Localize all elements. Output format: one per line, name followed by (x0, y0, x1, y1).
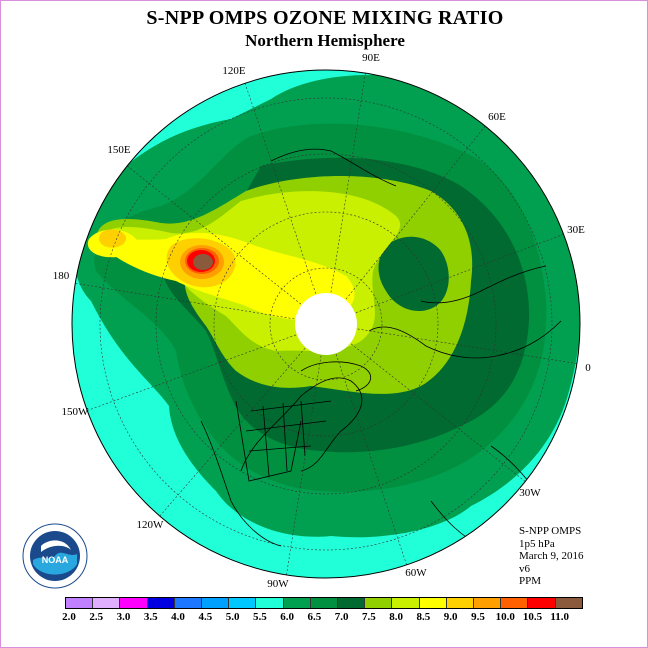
lon-label: 0 (585, 362, 591, 374)
color-legend (65, 597, 583, 609)
legend-tick-label: 2.5 (89, 611, 104, 623)
legend-tick-label: 3.0 (116, 611, 131, 623)
info-unit: PPM (519, 575, 542, 587)
legend-swatch (256, 598, 284, 608)
map-subtitle: Northern Hemisphere (245, 31, 405, 50)
legend-tick-label: 5.5 (252, 611, 267, 623)
legend-swatch (120, 598, 148, 608)
legend-tick-label: 11.0 (550, 611, 570, 623)
legend-tick-label: 9.0 (443, 611, 458, 623)
info-block: S-NPP OMPS 1p5 hPa March 9, 2016 v6 PPM (519, 525, 583, 588)
legend-swatch (446, 598, 475, 608)
noaa-logo: NOAA (22, 523, 88, 589)
legend-swatch (528, 598, 556, 608)
lon-label: 90W (267, 578, 289, 590)
info-level: 1p5 hPa (519, 537, 555, 550)
legend-tick-label: 7.5 (362, 611, 376, 623)
longitude-labels: 90E 60E 30E 0 30W 60W 90W 120W 150W 180 … (53, 52, 592, 590)
legend-swatch (229, 598, 257, 608)
lon-label: 150E (107, 144, 131, 156)
map-border (71, 69, 581, 579)
legend-swatch (338, 598, 366, 608)
polar-gap (295, 293, 357, 355)
lon-label: 60E (488, 111, 506, 123)
legend-swatch (66, 598, 94, 608)
legend-tick-label: 7.0 (334, 611, 349, 623)
legend-swatch (283, 598, 311, 608)
lon-label: 120E (222, 65, 246, 77)
legend-swatch (310, 598, 339, 608)
legend-tick-label: 4.5 (198, 611, 213, 623)
legend-tick-label: 2.0 (62, 611, 76, 623)
map-title: S-NPP OMPS OZONE MIXING RATIO (146, 7, 504, 29)
legend-swatch (93, 598, 121, 608)
legend-swatch (474, 598, 502, 608)
legend-tick-label: 4.0 (171, 611, 185, 623)
legend-swatch (501, 598, 529, 608)
legend-swatch (419, 598, 447, 608)
contour-11-0 (193, 254, 213, 270)
lon-label: 30E (567, 224, 585, 236)
lon-label: 120W (137, 519, 165, 531)
coastlines (200, 148, 562, 547)
legend-tick-label: 10.5 (522, 611, 543, 623)
legend-tick-label: 5.0 (225, 611, 240, 623)
legend-tick-label: 8.5 (416, 611, 431, 623)
graticule (72, 70, 580, 578)
legend-tick-label: 8.0 (389, 611, 404, 623)
legend-tick-label: 6.0 (280, 611, 294, 623)
legend-swatch (365, 598, 393, 608)
legend-swatch (147, 598, 175, 608)
legend-tick-label: 6.5 (307, 611, 322, 623)
lon-label: 90E (362, 52, 380, 64)
lon-label: 180 (53, 270, 70, 282)
lon-label: 60W (405, 567, 427, 579)
legend-tick-label: 3.5 (143, 611, 158, 623)
info-instrument: S-NPP OMPS (519, 525, 582, 537)
legend-swatch (392, 598, 420, 608)
legend-swatch (174, 598, 203, 608)
lon-label: 30W (519, 487, 541, 499)
legend-swatch (555, 598, 582, 608)
info-date: March 9, 2016 (519, 550, 584, 562)
legend-tick-label: 9.5 (471, 611, 485, 623)
info-version: v6 (519, 562, 530, 575)
contour-9-0-west (99, 229, 127, 248)
noaa-logo-text: NOAA (42, 555, 69, 565)
legend-tick-label: 10.0 (495, 611, 515, 623)
contour-7-0-low (378, 236, 449, 312)
lon-label: 150W (62, 406, 90, 418)
legend-swatch (202, 598, 230, 608)
